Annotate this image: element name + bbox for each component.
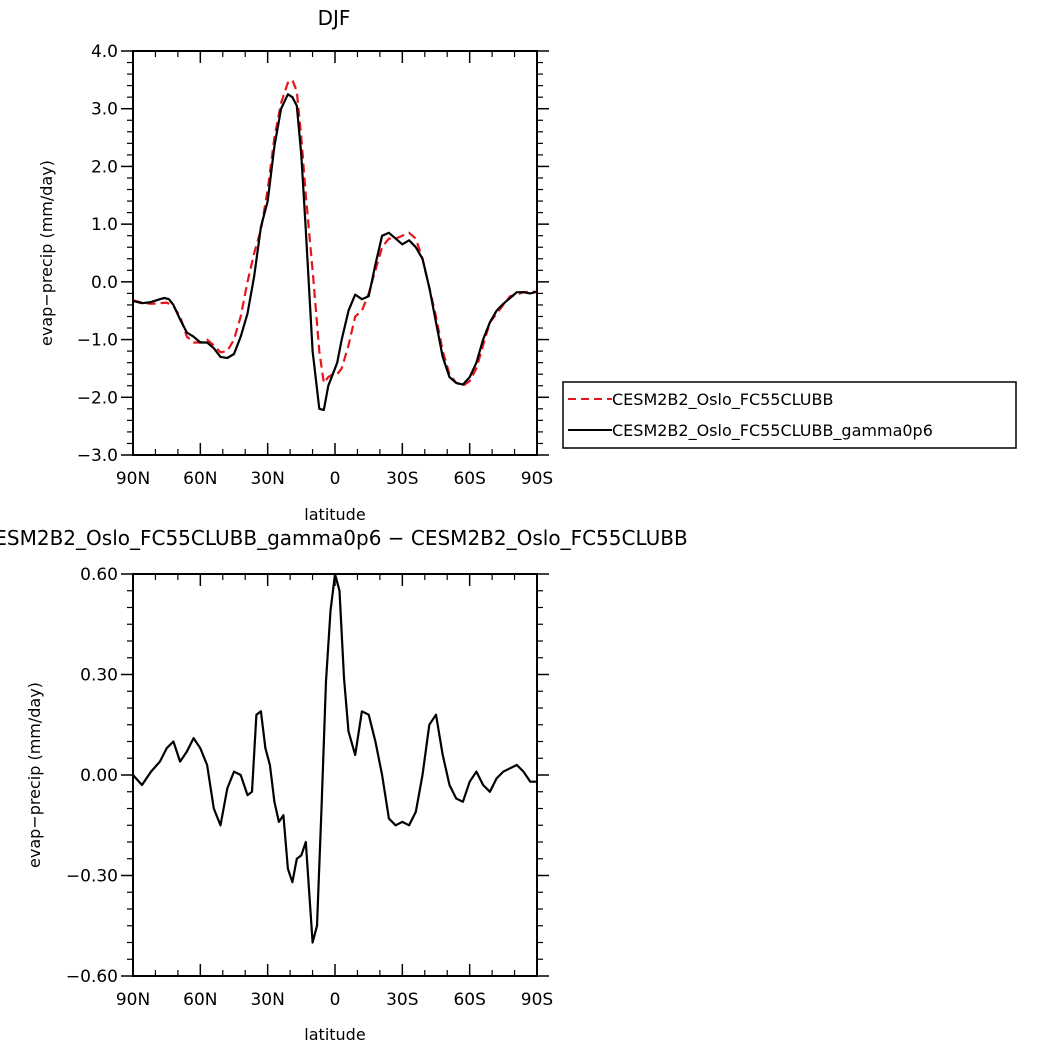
x-tick-label: 90N	[116, 469, 150, 489]
legend-box	[562, 381, 1017, 449]
y-tick-label: 4.0	[91, 42, 118, 62]
y-tick-label: −0.30	[66, 867, 118, 887]
x-tick-label: 60S	[453, 469, 485, 489]
legend-label-experiment: CESM2B2_Oslo_FC55CLUBB_gamma0p6	[612, 421, 933, 441]
top-plot-frame	[132, 50, 538, 456]
top-panel: DJF 90N 60N 30N 0 30S 60S 90S −3.0 −2.0 −1.0 0.0 1…	[37, 6, 553, 524]
x-tick-label: 0	[330, 469, 341, 489]
x-tick-label: 90S	[521, 990, 553, 1010]
top-x-axis-title: latitude	[304, 505, 365, 524]
x-tick-label: 60N	[183, 990, 217, 1010]
y-tick-label: −2.0	[77, 388, 118, 408]
series-line-difference	[132, 572, 537, 944]
y-tick-label: 3.0	[91, 100, 118, 120]
bottom-y-axis-title: evap−precip (mm/day)	[25, 682, 44, 868]
top-panel-title: DJF	[318, 6, 351, 30]
y-tick-label: 0.00	[80, 766, 118, 786]
x-tick-label: 0	[330, 990, 341, 1010]
y-tick-label: −0.60	[66, 967, 118, 987]
x-tick-label: 90S	[521, 469, 553, 489]
y-tick-label: 1.0	[91, 215, 118, 235]
x-tick-label: 90N	[116, 990, 150, 1010]
bottom-panel: CESM2B2_Oslo_FC55CLUBB_gamma0p6 − CESM2B…	[0, 526, 688, 1044]
y-tick-label: 0.0	[91, 273, 118, 293]
y-tick-label: 0.60	[80, 565, 118, 585]
y-tick-label: −3.0	[77, 446, 118, 466]
x-tick-label: 30N	[250, 990, 284, 1010]
x-tick-label: 30S	[386, 990, 418, 1010]
top-y-axis-title: evap−precip (mm/day)	[37, 160, 56, 346]
bottom-x-axis-title: latitude	[304, 1025, 365, 1044]
x-tick-label: 30N	[250, 469, 284, 489]
y-tick-label: −1.0	[77, 331, 118, 351]
legend: CESM2B2_Oslo_FC55CLUBB CESM2B2_Oslo_FC55…	[562, 381, 1017, 449]
y-tick-label: 0.30	[80, 666, 118, 686]
x-tick-label: 30S	[386, 469, 418, 489]
bottom-panel-title: CESM2B2_Oslo_FC55CLUBB_gamma0p6 − CESM2B…	[0, 526, 688, 550]
bottom-plot-frame	[132, 573, 538, 977]
legend-label-control: CESM2B2_Oslo_FC55CLUBB	[612, 390, 833, 410]
y-tick-label: 2.0	[91, 157, 118, 177]
series-line-cesm2b2-oslo-fc55clubb-gamma0p6	[132, 93, 538, 412]
x-tick-label: 60N	[183, 469, 217, 489]
series-line-cesm2b2-oslo-fc55clubb	[132, 78, 537, 387]
x-tick-label: 60S	[453, 990, 485, 1010]
